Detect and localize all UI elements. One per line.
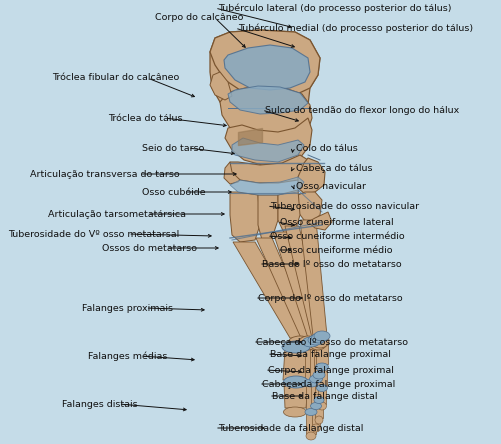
Ellipse shape — [305, 408, 317, 416]
Polygon shape — [224, 162, 240, 184]
Polygon shape — [220, 86, 312, 145]
Text: Tuberosidade do osso navicular: Tuberosidade do osso navicular — [270, 202, 419, 210]
Ellipse shape — [306, 432, 316, 440]
Ellipse shape — [318, 402, 327, 410]
Polygon shape — [230, 177, 304, 195]
Polygon shape — [311, 380, 321, 404]
Polygon shape — [318, 390, 326, 404]
Text: Corpo do Iº osso do metatarso: Corpo do Iº osso do metatarso — [258, 293, 403, 302]
Polygon shape — [315, 402, 323, 418]
Ellipse shape — [312, 333, 327, 343]
Ellipse shape — [311, 334, 329, 348]
Text: Osso navicular: Osso navicular — [296, 182, 366, 190]
Polygon shape — [232, 138, 304, 162]
Polygon shape — [300, 220, 327, 336]
Ellipse shape — [317, 385, 328, 392]
Ellipse shape — [282, 341, 310, 353]
Polygon shape — [308, 212, 332, 230]
Text: Falanges distais: Falanges distais — [62, 400, 138, 408]
Polygon shape — [317, 368, 327, 386]
Text: Cabeça do tálus: Cabeça do tálus — [296, 163, 373, 173]
Text: Corpo da falange proximal: Corpo da falange proximal — [268, 365, 394, 374]
Text: Osso cuneiforme lateral: Osso cuneiforme lateral — [280, 218, 394, 226]
Text: Sulco do tendão do flexor longo do hálux: Sulco do tendão do flexor longo do hálux — [265, 106, 459, 115]
Polygon shape — [210, 30, 320, 132]
Polygon shape — [210, 72, 232, 100]
Text: Osso cuneiforme intermédio: Osso cuneiforme intermédio — [270, 231, 405, 241]
Ellipse shape — [299, 336, 318, 350]
Text: Base do Iº osso do metatarso: Base do Iº osso do metatarso — [262, 259, 402, 269]
Ellipse shape — [303, 337, 320, 347]
Text: Falanges proximais: Falanges proximais — [82, 304, 173, 313]
Polygon shape — [310, 342, 322, 376]
Polygon shape — [278, 190, 300, 235]
Text: Cabeça do Iº osso do metatarso: Cabeça do Iº osso do metatarso — [256, 337, 408, 346]
Ellipse shape — [284, 376, 309, 388]
Polygon shape — [315, 376, 323, 398]
Polygon shape — [316, 338, 328, 364]
Polygon shape — [230, 192, 260, 242]
Text: Base da falange distal: Base da falange distal — [272, 392, 377, 400]
Polygon shape — [312, 408, 320, 426]
Polygon shape — [258, 195, 278, 240]
Polygon shape — [305, 344, 317, 380]
Text: Tróclea do tálus: Tróclea do tálus — [108, 114, 182, 123]
Polygon shape — [210, 30, 320, 98]
Polygon shape — [284, 383, 308, 408]
Text: Tróclea fibular do calcâneo: Tróclea fibular do calcâneo — [52, 74, 179, 83]
Polygon shape — [298, 192, 322, 222]
Polygon shape — [306, 384, 316, 410]
Text: Osso cuneiforme médio: Osso cuneiforme médio — [280, 246, 392, 254]
Text: Articulação transversa do tarso: Articulação transversa do tarso — [30, 170, 180, 178]
Polygon shape — [230, 155, 308, 183]
Ellipse shape — [288, 336, 312, 350]
Text: Tubérculo lateral (do processo posterior do tálus): Tubérculo lateral (do processo posterior… — [218, 3, 451, 13]
Ellipse shape — [306, 336, 323, 350]
Polygon shape — [306, 414, 316, 434]
Text: Seio do tarso: Seio do tarso — [142, 143, 204, 152]
Polygon shape — [256, 238, 315, 338]
Polygon shape — [283, 348, 310, 380]
Polygon shape — [314, 340, 324, 372]
Text: Osso cubóide: Osso cubóide — [142, 187, 205, 197]
Polygon shape — [228, 86, 308, 114]
Ellipse shape — [310, 375, 323, 383]
Ellipse shape — [308, 335, 324, 345]
Text: Corpo do calcâneo: Corpo do calcâneo — [155, 13, 243, 23]
Ellipse shape — [312, 424, 321, 432]
Polygon shape — [285, 226, 324, 338]
Text: Tuberosidade da falange distal: Tuberosidade da falange distal — [218, 424, 363, 432]
Text: Falanges médias: Falanges médias — [88, 351, 167, 361]
Text: Articulação tarsometatársica: Articulação tarsometatársica — [48, 210, 186, 218]
Polygon shape — [225, 118, 312, 165]
Ellipse shape — [316, 363, 329, 371]
Polygon shape — [233, 242, 310, 338]
Ellipse shape — [315, 416, 323, 424]
Ellipse shape — [304, 379, 318, 387]
Ellipse shape — [284, 407, 307, 417]
Polygon shape — [273, 232, 320, 338]
Ellipse shape — [314, 331, 330, 341]
Polygon shape — [224, 45, 310, 90]
Ellipse shape — [311, 403, 322, 409]
Polygon shape — [298, 158, 325, 194]
Text: Tuberosidade do Vº osso metatarsal: Tuberosidade do Vº osso metatarsal — [8, 230, 179, 238]
Ellipse shape — [310, 336, 327, 350]
Text: Tubérculo medial (do processo posterior do tálus): Tubérculo medial (do processo posterior … — [238, 23, 473, 33]
Ellipse shape — [314, 396, 324, 404]
Ellipse shape — [313, 371, 325, 379]
Text: Base da falange proximal: Base da falange proximal — [270, 349, 391, 358]
Text: Colo do tálus: Colo do tálus — [296, 143, 358, 152]
Text: Ossos do metatarso: Ossos do metatarso — [102, 243, 197, 253]
Text: Cabeça da falange proximal: Cabeça da falange proximal — [262, 380, 395, 388]
